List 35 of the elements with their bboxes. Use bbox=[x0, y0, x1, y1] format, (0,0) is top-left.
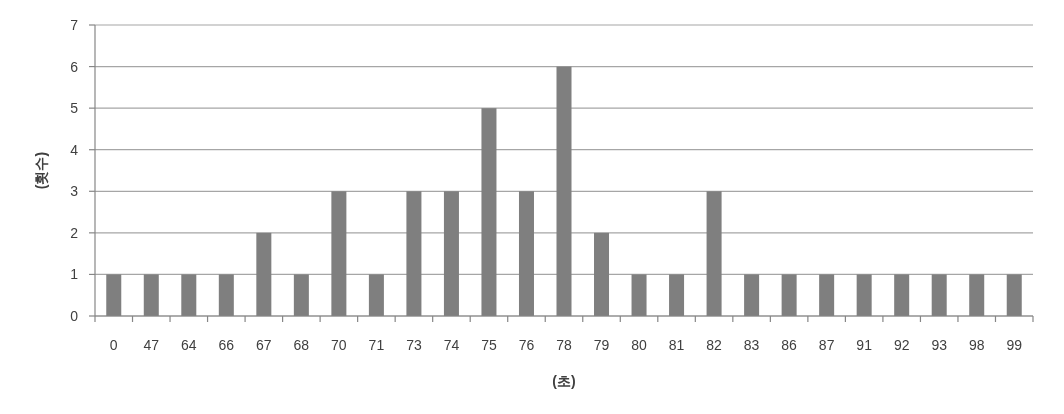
x-tick-label: 73 bbox=[406, 337, 422, 353]
x-tick-label: 74 bbox=[443, 337, 460, 353]
x-tick-label: 67 bbox=[256, 337, 272, 353]
x-tick-label: 86 bbox=[781, 337, 798, 353]
y-tick-label: 5 bbox=[70, 100, 79, 117]
x-axis-title: (초) bbox=[552, 373, 576, 389]
x-tick-label: 99 bbox=[1006, 337, 1023, 353]
x-tick-label: 71 bbox=[368, 337, 385, 353]
x-tick-label: 83 bbox=[743, 337, 760, 353]
x-tick-label: 91 bbox=[856, 337, 873, 353]
x-tick-label: 87 bbox=[818, 337, 835, 353]
x-tick-label: 47 bbox=[143, 337, 160, 353]
y-axis-title: (횟수) bbox=[33, 151, 49, 190]
y-tick-label: 0 bbox=[70, 308, 79, 324]
x-tick-label: 76 bbox=[518, 337, 535, 353]
x-tick-label: 0 bbox=[109, 337, 118, 353]
y-tick-label: 6 bbox=[70, 58, 79, 75]
x-tick-label: 98 bbox=[968, 337, 985, 353]
y-tick-label: 4 bbox=[70, 141, 79, 158]
y-tick-label: 3 bbox=[70, 183, 79, 200]
x-tick-label: 80 bbox=[631, 337, 648, 353]
x-tick-label: 93 bbox=[931, 337, 948, 353]
y-tick-label: 1 bbox=[70, 266, 79, 283]
x-tick-label: 82 bbox=[706, 337, 723, 353]
y-tick-label: 7 bbox=[70, 17, 79, 33]
x-tick-label: 92 bbox=[893, 337, 910, 353]
x-tick-label: 79 bbox=[593, 337, 610, 353]
y-tick-label: 2 bbox=[70, 224, 79, 241]
x-tick-label: 81 bbox=[668, 337, 685, 353]
x-tick-label: 70 bbox=[331, 337, 347, 353]
x-tick-label: 64 bbox=[181, 337, 197, 353]
x-tick-label: 78 bbox=[556, 337, 572, 353]
x-tick-label: 75 bbox=[481, 337, 497, 353]
x-tick-label: 68 bbox=[293, 337, 310, 353]
x-tick-label: 66 bbox=[218, 337, 235, 353]
